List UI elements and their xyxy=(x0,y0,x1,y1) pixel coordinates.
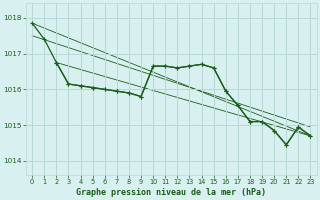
X-axis label: Graphe pression niveau de la mer (hPa): Graphe pression niveau de la mer (hPa) xyxy=(76,188,266,197)
